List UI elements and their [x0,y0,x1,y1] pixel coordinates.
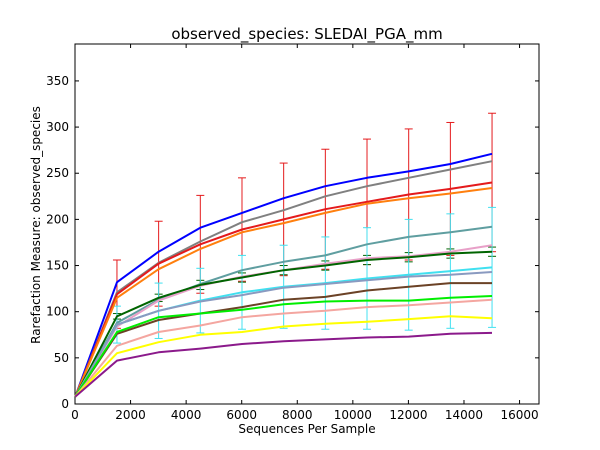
x-tick-label: 6000 [226,408,257,422]
series-line-2 [74,181,493,397]
x-tick-label: 12000 [389,408,427,422]
series-line-12 [74,315,493,398]
series-line-11 [74,298,493,398]
x-tick-label: 8000 [282,408,313,422]
x-tick-label: 0 [71,408,79,422]
x-tick-label: 4000 [171,408,202,422]
series-line-0 [74,152,493,397]
y-tick-label: 200 [46,212,69,226]
x-tick-label: 10000 [334,408,372,422]
chart-title: observed_species: SLEDAI_PGA_mm [171,25,442,44]
x-tick-label: 16000 [500,408,538,422]
x-axis-title: Sequences Per Sample [238,422,375,436]
series-line-6 [74,250,493,398]
y-tick-label: 350 [46,74,69,88]
series-line-8 [74,271,493,398]
series-line-3 [74,187,493,397]
y-tick-label: 250 [46,166,69,180]
x-tick-label: 2000 [115,408,146,422]
y-tick-label: 0 [61,397,69,411]
plot-frame [74,43,540,405]
series-line-13 [74,331,493,398]
y-tick-label: 100 [46,305,69,319]
y-tick-label: 50 [54,351,69,365]
series-line-10 [74,295,493,398]
y-tick-label: 300 [46,120,69,134]
y-axis-title: Rarefaction Measure: observed_species [29,106,43,344]
y-tick-label: 150 [46,259,69,273]
x-tick-label: 14000 [445,408,483,422]
plot-area: 0 2000 4000 6000 8000 10000 12000 14000 16000 0 50… [46,43,540,422]
series-line-9 [74,282,492,398]
series-line-4 [74,225,493,398]
